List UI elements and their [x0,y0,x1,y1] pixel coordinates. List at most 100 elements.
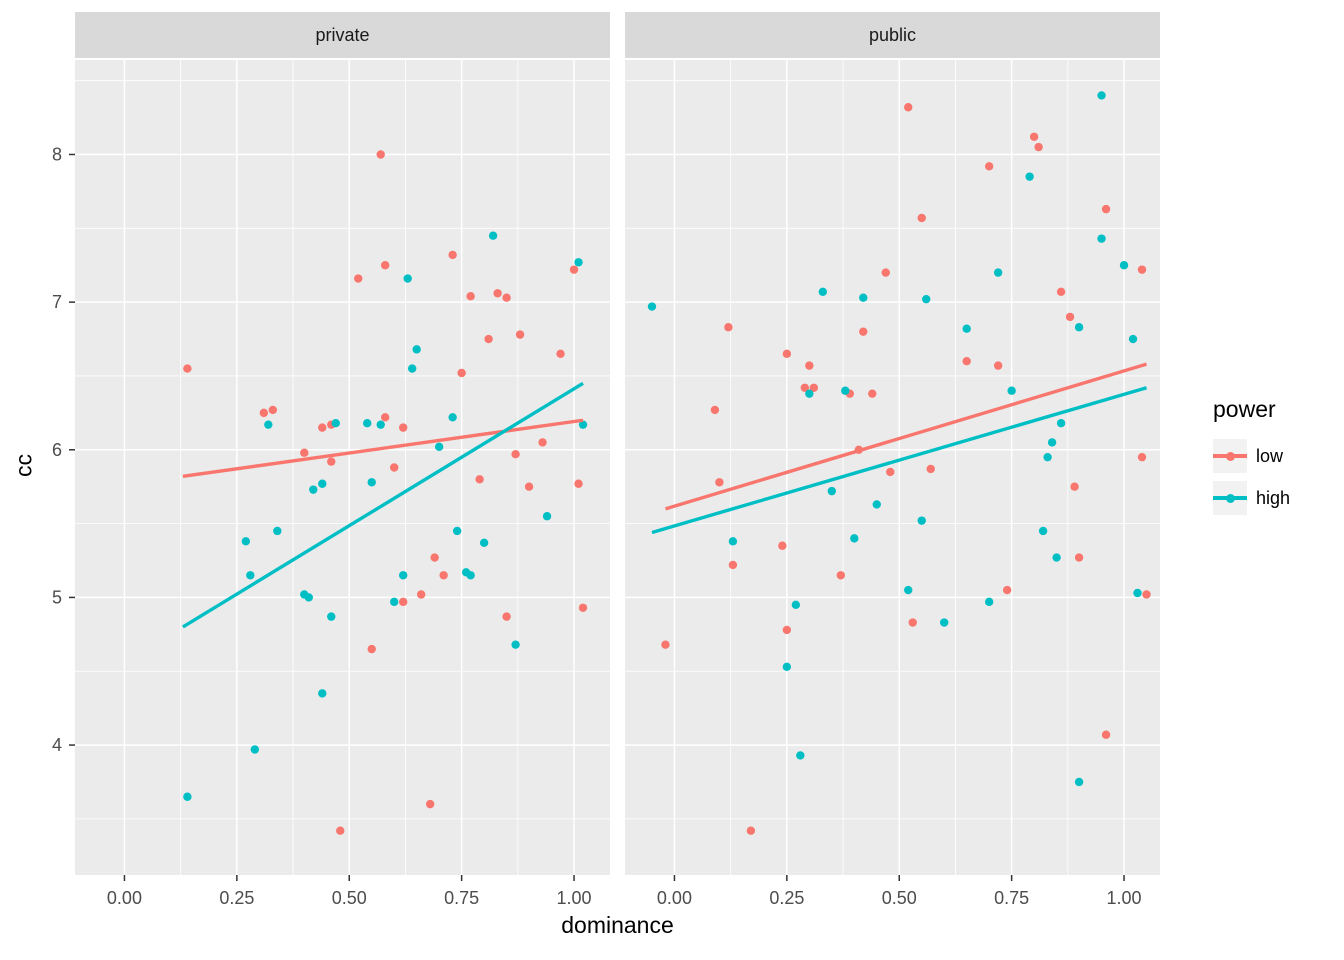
x-tick-label: 1.00 [1107,888,1142,908]
panel-background [75,60,610,875]
legend-item-low: low [1213,439,1290,473]
data-point [1038,526,1048,536]
data-point [1043,452,1052,462]
data-point [452,526,462,536]
data-point [578,603,588,612]
data-point [872,500,881,509]
x-tick-label: 0.25 [769,888,804,908]
data-point [1097,91,1106,100]
data-point [1119,261,1129,270]
data-point [318,689,327,698]
data-point [367,478,376,487]
x-tick-label: 0.75 [994,888,1029,908]
y-tick-label: 4 [52,735,62,755]
x-axis-title: dominance [561,912,674,938]
data-point [475,475,484,484]
data-point [425,799,435,809]
data-point [724,323,733,332]
data-point [926,464,935,474]
data-point [1007,386,1016,395]
data-point [183,792,192,801]
series-low-points [661,103,1151,835]
data-point [1142,590,1151,599]
data-point [710,405,720,415]
data-point [908,618,917,627]
trend-line-low [664,362,1148,511]
data-point [331,419,340,428]
legend-key-low [1213,439,1247,473]
legend: power low high [1192,396,1290,523]
data-point [484,334,493,344]
data-point [868,389,877,398]
series-high-points [647,91,1142,787]
data-point [398,571,408,580]
data-point [859,293,868,302]
data-point [367,644,376,654]
data-point [800,383,810,392]
data-point [1101,204,1111,214]
x-tick-label: 0.75 [444,888,479,908]
data-point [246,571,255,580]
x-tick-label: 0.25 [219,888,254,908]
data-point [448,250,457,260]
data-point [881,268,890,277]
data-point [922,294,931,304]
trend-line-high [651,386,1147,535]
data-point [466,571,475,580]
data-point [309,485,318,494]
data-point [1074,553,1084,562]
data-point [448,413,457,422]
data-point [647,302,657,311]
data-point [502,293,511,302]
data-point [511,640,520,649]
data-point [1133,588,1142,598]
data-point [1137,452,1147,462]
x-tick-label: 1.00 [557,888,592,908]
data-point [268,405,278,415]
data-point [859,327,868,336]
data-point [488,231,498,240]
data-point [1002,585,1012,595]
data-point [439,571,448,580]
legend-label-low: low [1256,445,1284,466]
data-point [1137,265,1147,274]
facet-panel-public: public 0.00 0.25 0.50 0.75 1.00 [625,12,1160,908]
data-point [728,560,738,570]
legend-label-high: high [1256,487,1291,508]
data-point [300,448,309,457]
data-point [416,590,426,599]
data-point [984,597,994,607]
data-point [241,537,251,546]
data-point [746,826,756,835]
facet-strip-label: public [869,25,916,45]
legend-item-high: high [1213,481,1290,515]
data-point [917,516,926,525]
data-point [661,640,670,649]
trend-line-low [182,418,584,479]
data-point [398,597,408,607]
data-point [457,368,466,378]
data-point [1047,438,1057,447]
data-point [917,213,926,223]
facet-strip [75,12,610,58]
data-point [390,463,399,472]
data-point [542,512,552,521]
data-point [430,553,439,562]
data-point [381,413,390,422]
y-axis-title: cc [10,454,37,477]
data-point [1056,287,1066,297]
data-point [381,261,390,270]
data-point [782,349,792,359]
legend-dot-high-icon [1225,493,1235,503]
y-tick-label: 8 [52,144,62,164]
data-point [390,597,399,607]
data-point [493,289,502,298]
data-point [728,537,738,546]
data-point [782,662,792,672]
data-point [805,389,814,398]
data-point [1070,482,1079,491]
data-point [836,571,845,580]
data-point [574,258,583,267]
data-point [327,612,336,621]
data-point [886,467,895,477]
